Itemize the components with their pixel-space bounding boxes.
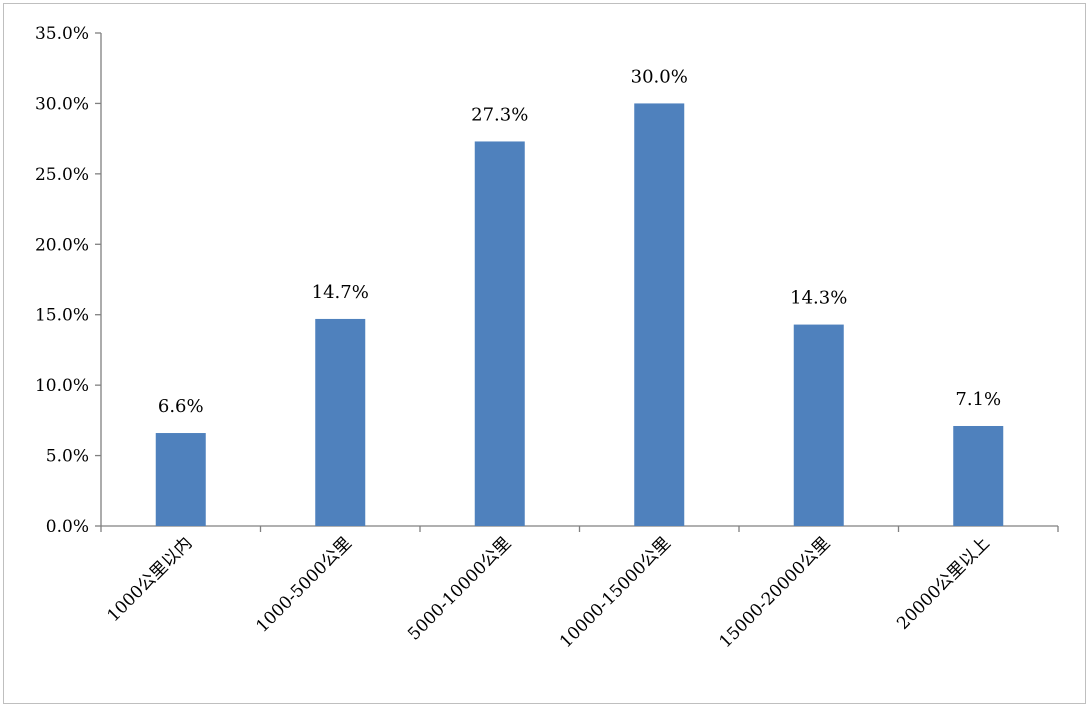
- y-tick-label: 15.0%: [35, 306, 89, 326]
- x-tick-label: 15000-20000公里: [716, 533, 835, 652]
- bar: [953, 425, 1004, 526]
- y-tick-label: 10.0%: [35, 376, 89, 396]
- y-tick-label: 20.0%: [35, 235, 89, 255]
- data-label: 14.3%: [790, 288, 847, 309]
- data-label: 7.1%: [955, 389, 1001, 410]
- bar: [793, 324, 844, 526]
- x-tick-label: 1000-5000公里: [252, 533, 355, 636]
- x-tick-label: 1000公里以内: [103, 533, 196, 626]
- data-label: 30.0%: [631, 66, 688, 87]
- y-tick-label: 35.0%: [35, 24, 89, 44]
- y-tick-label: 30.0%: [35, 94, 89, 114]
- data-label: 27.3%: [471, 104, 528, 125]
- y-axis: 0.0% 5.0% 10.0% 15.0% 20.0% 25.0% 30.0% 35.0%: [35, 24, 102, 537]
- x-axis: 1000公里以内 1000-5000公里 5000-10000公里 10000-150…: [100, 525, 1059, 652]
- x-tick-label: 20000公里以上: [893, 533, 993, 633]
- bar: [155, 433, 206, 526]
- data-label: 6.6%: [158, 396, 204, 417]
- bar: [474, 141, 525, 526]
- y-tick-label: 25.0%: [35, 165, 89, 185]
- data-labels: 6.6% 14.7% 27.3% 30.0% 14.3% 7.1%: [158, 66, 1001, 417]
- y-tick-label: 5.0%: [46, 447, 89, 467]
- x-tick-label: 5000-10000公里: [404, 533, 515, 644]
- data-label: 14.7%: [312, 282, 369, 303]
- chart-frame: [3, 3, 1086, 704]
- bar: [315, 318, 366, 526]
- y-tick-label: 0.0%: [46, 517, 89, 537]
- x-tick-label: 10000-15000公里: [556, 533, 675, 652]
- bar: [634, 103, 685, 526]
- bars: [155, 103, 1004, 526]
